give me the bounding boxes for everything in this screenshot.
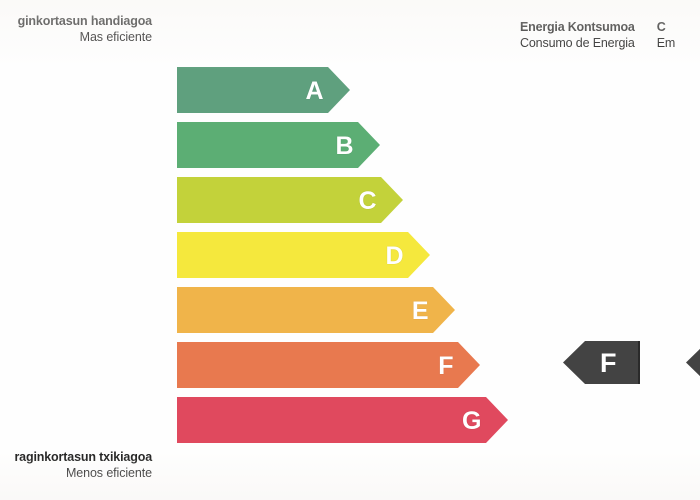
rating-bar-a: A	[177, 67, 350, 113]
rating-bar-d: D	[177, 232, 430, 278]
efficiency-caption-least-spanish: Menos eficiente	[65, 465, 152, 480]
rating-row: E	[177, 287, 508, 333]
efficiency-caption-most-spanish: Mas eficiente	[79, 29, 152, 44]
efficiency-caption-most: ginkortasun handiagoa Mas eficiente	[0, 14, 153, 45]
rating-row: D	[177, 232, 508, 278]
result-badge-emissions: F	[686, 341, 700, 384]
result-badge-energy: F	[563, 341, 640, 384]
rating-row: C	[177, 177, 508, 223]
rating-letter-c: C	[358, 186, 377, 215]
rating-row: A	[177, 67, 508, 113]
efficiency-caption-least: raginkortasun txikiagoa Menos eficiente	[0, 450, 152, 481]
rating-bar-e: E	[177, 287, 455, 333]
efficiency-caption-most-basque: ginkortasun handiagoa	[17, 14, 153, 28]
rating-letter-b: B	[335, 131, 354, 160]
rating-letter-a: A	[305, 76, 324, 105]
rating-row: G	[177, 397, 508, 443]
rating-bar-c: C	[177, 177, 403, 223]
rating-bar-f: F	[177, 342, 480, 388]
column-header-energy-basque: Energia Kontsumoa	[520, 20, 635, 34]
efficiency-caption-least-basque: raginkortasun txikiagoa	[14, 450, 152, 464]
rating-letter-d: D	[385, 241, 404, 270]
rating-bar-b: B	[177, 122, 380, 168]
column-header-emissions-spanish: Em	[656, 36, 676, 51]
column-header-emissions-basque: C	[656, 20, 666, 34]
result-badge-energy-letter: F	[600, 348, 617, 378]
rating-bar-g: G	[177, 397, 508, 443]
rating-scale: A B C D E F	[177, 67, 508, 452]
column-header-emissions: C Em	[656, 19, 676, 52]
rating-letter-f: F	[438, 351, 454, 380]
rating-letter-g: G	[462, 406, 482, 435]
rating-row: F	[177, 342, 508, 388]
column-header-energy-consumption: Energia Kontsumoa Consumo de Energia	[520, 19, 635, 52]
column-headers: Energia Kontsumoa Consumo de Energia C E…	[520, 19, 675, 52]
column-header-energy-spanish: Consumo de Energia	[520, 36, 635, 51]
rating-letter-e: E	[411, 296, 429, 325]
rating-row: B	[177, 122, 508, 168]
